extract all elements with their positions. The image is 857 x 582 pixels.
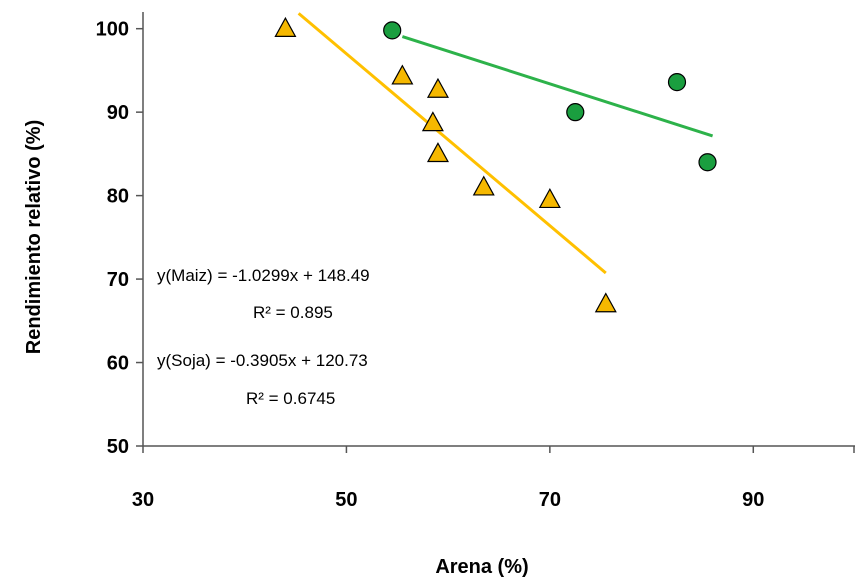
- x-tick-label: 90: [742, 489, 764, 511]
- maiz-point: [274, 16, 297, 37]
- y-tick-label: 100: [96, 19, 129, 41]
- maiz-point: [594, 292, 617, 313]
- x-tick-label: 50: [335, 489, 357, 511]
- y-tick-label: 50: [107, 436, 129, 458]
- maiz-point: [472, 175, 495, 196]
- maiz-trendline: [297, 12, 607, 275]
- x-tick-label: 30: [132, 489, 154, 511]
- y-tick-label: 80: [107, 186, 129, 208]
- y-tick-label: 60: [107, 353, 129, 375]
- maiz-point: [426, 142, 449, 163]
- x-tick-label: 70: [539, 489, 561, 511]
- soja-equation-label: y(Soja) = -0.3905x + 120.73: [157, 351, 368, 370]
- soja-trendline: [401, 35, 714, 138]
- maiz-r2-label: R² = 0.895: [253, 303, 333, 322]
- y-tick-label: 70: [107, 269, 129, 291]
- maiz-point: [391, 64, 414, 85]
- soja-r2-label: R² = 0.6745: [246, 389, 335, 408]
- x-axis-title: Arena (%): [435, 556, 528, 578]
- maiz-point: [421, 111, 444, 132]
- maiz-point: [426, 77, 449, 98]
- y-axis-title: Rendimiento relativo (%): [23, 120, 45, 354]
- data-points: [274, 16, 717, 313]
- maiz-equation-label: y(Maiz) = -1.0299x + 148.49: [157, 266, 370, 285]
- soja-point: [383, 21, 402, 40]
- soja-point: [667, 73, 687, 92]
- y-tick-label: 90: [107, 102, 129, 124]
- soja-point: [566, 103, 585, 122]
- trendlines: [297, 12, 714, 275]
- axis-ticks: 50 60 70 80 90 100 30 50 70 90: [96, 19, 855, 511]
- soja-point: [698, 153, 717, 172]
- maiz-point: [538, 188, 561, 209]
